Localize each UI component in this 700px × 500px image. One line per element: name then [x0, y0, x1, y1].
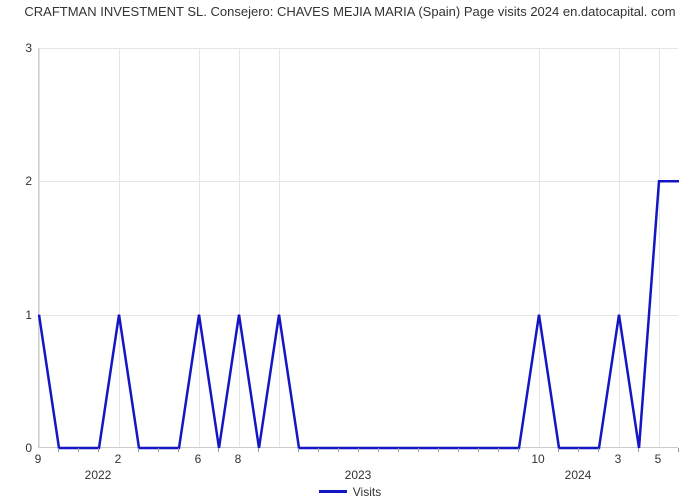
x-minor-tick [158, 448, 159, 452]
x-minor-tick [558, 448, 559, 452]
x-minor-tick [298, 448, 299, 452]
x-minor-tick [358, 448, 359, 452]
x-tick-label: 10 [531, 452, 544, 466]
line-series [39, 48, 678, 447]
x-group-label: 2022 [85, 468, 112, 482]
x-minor-tick [438, 448, 439, 452]
y-tick-label: 0 [0, 441, 32, 455]
x-tick-label: 8 [235, 452, 242, 466]
x-group-label: 2024 [565, 468, 592, 482]
x-minor-tick [258, 448, 259, 452]
x-minor-tick [678, 448, 679, 452]
x-minor-tick [418, 448, 419, 452]
x-minor-tick [598, 448, 599, 452]
legend-label: Visits [353, 485, 381, 499]
x-minor-tick [58, 448, 59, 452]
x-minor-tick [338, 448, 339, 452]
x-minor-tick [578, 448, 579, 452]
legend-swatch [319, 490, 347, 493]
y-tick-label: 3 [0, 41, 32, 55]
x-tick-label: 3 [615, 452, 622, 466]
x-minor-tick [218, 448, 219, 452]
x-minor-tick [98, 448, 99, 452]
x-minor-tick [78, 448, 79, 452]
x-minor-tick [638, 448, 639, 452]
x-minor-tick [478, 448, 479, 452]
x-tick-label: 6 [195, 452, 202, 466]
plot-area [38, 48, 678, 448]
x-minor-tick [178, 448, 179, 452]
x-minor-tick [518, 448, 519, 452]
x-minor-tick [458, 448, 459, 452]
x-group-label: 2023 [345, 468, 372, 482]
x-minor-tick [318, 448, 319, 452]
chart-title: CRAFTMAN INVESTMENT SL. Consejero: CHAVE… [0, 4, 700, 21]
y-tick-label: 2 [0, 174, 32, 188]
x-minor-tick [498, 448, 499, 452]
x-minor-tick [378, 448, 379, 452]
y-tick-label: 1 [0, 308, 32, 322]
x-minor-tick [138, 448, 139, 452]
chart-container: CRAFTMAN INVESTMENT SL. Consejero: CHAVE… [0, 0, 700, 500]
x-tick-label: 9 [35, 452, 42, 466]
legend: Visits [0, 484, 700, 499]
x-tick-label: 5 [655, 452, 662, 466]
x-minor-tick [398, 448, 399, 452]
x-tick-label: 2 [115, 452, 122, 466]
